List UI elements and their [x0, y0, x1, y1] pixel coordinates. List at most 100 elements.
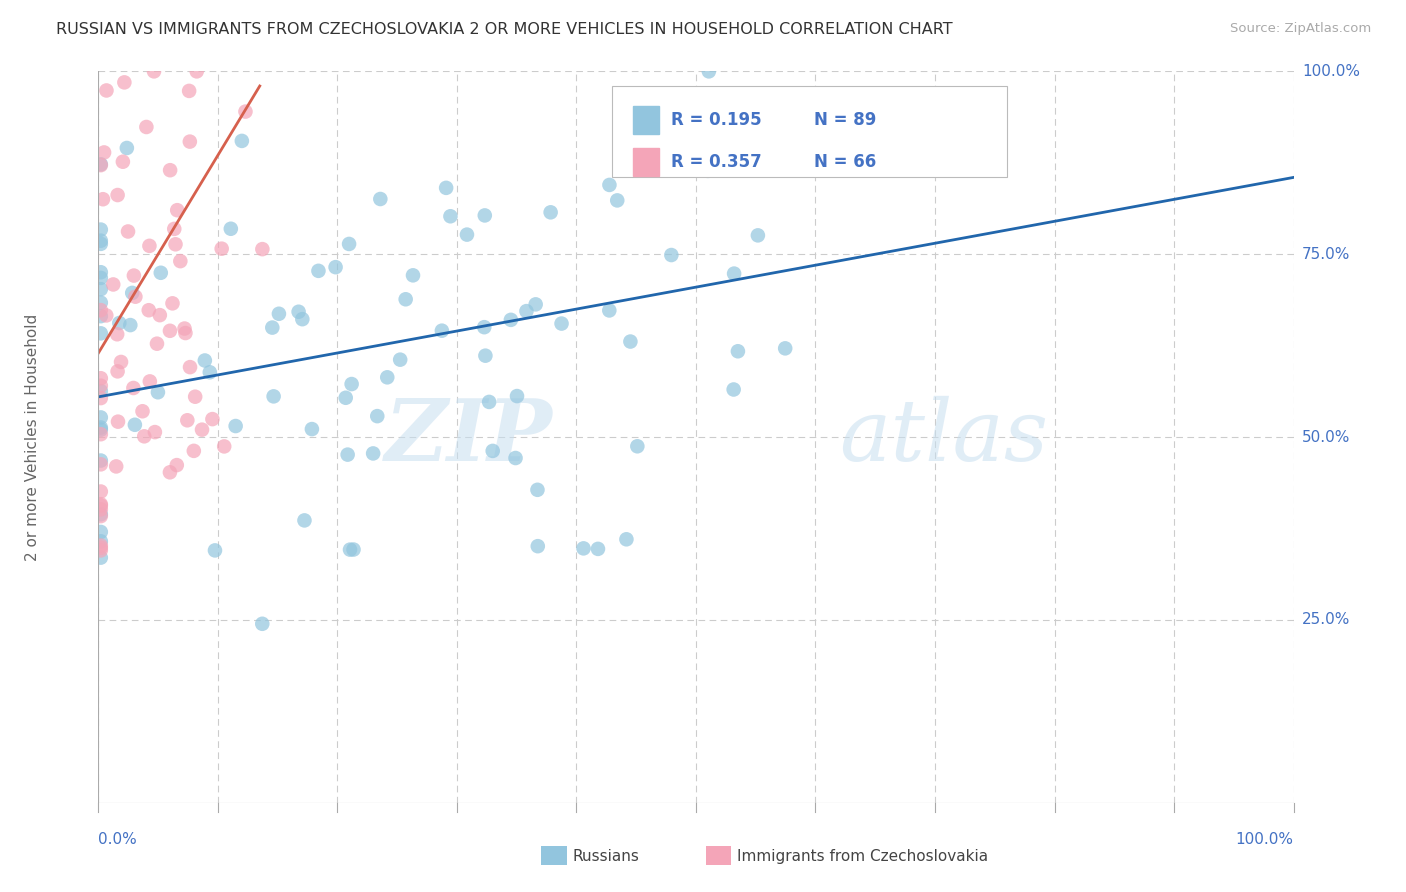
Point [252, 616, 274, 631]
Point [337, 236, 360, 251]
Point [389, 352, 412, 367]
Point [307, 264, 329, 278]
Point [103, 277, 125, 292]
Point [96, 83, 118, 97]
Point [211, 242, 233, 256]
Text: N = 89: N = 89 [814, 111, 877, 128]
Point [263, 389, 285, 403]
Point [179, 84, 201, 98]
Point [184, 390, 207, 404]
Point [165, 237, 187, 252]
Point [598, 178, 620, 192]
Point [696, 164, 718, 178]
Point [105, 327, 128, 342]
Point [90, 539, 112, 553]
Point [159, 465, 181, 479]
Point [138, 303, 160, 318]
Point [515, 304, 537, 318]
Point [723, 267, 745, 281]
Point [112, 75, 135, 89]
Bar [633, 106, 659, 134]
Text: R = 0.357: R = 0.357 [671, 153, 762, 171]
Point [506, 389, 529, 403]
Point [183, 443, 205, 458]
Point [526, 539, 548, 553]
Point [231, 134, 253, 148]
Point [201, 412, 224, 426]
Point [434, 181, 457, 195]
Text: 2 or more Vehicles in Household: 2 or more Vehicles in Household [25, 313, 41, 561]
Point [225, 419, 247, 434]
Point [90, 371, 112, 385]
Point [747, 228, 769, 243]
Text: RUSSIAN VS IMMIGRANTS FROM CZECHOSLOVAKIA 2 OR MORE VEHICLES IN HOUSEHOLD CORREL: RUSSIAN VS IMMIGRANTS FROM CZECHOSLOVAKI… [56, 22, 953, 37]
Point [122, 268, 145, 283]
Point [131, 404, 153, 418]
Point [90, 550, 112, 565]
Point [173, 321, 195, 335]
Point [159, 163, 181, 178]
Point [619, 334, 641, 349]
Point [135, 120, 157, 134]
Point [586, 541, 609, 556]
Point [204, 543, 226, 558]
Point [370, 192, 392, 206]
Point [174, 326, 197, 340]
Point [159, 324, 181, 338]
Point [402, 268, 425, 283]
Point [179, 135, 201, 149]
Text: Source: ZipAtlas.com: Source: ZipAtlas.com [1230, 22, 1371, 36]
Point [90, 271, 112, 285]
Point [143, 425, 166, 439]
Point [262, 320, 284, 334]
Text: 25.0%: 25.0% [1302, 613, 1350, 627]
Point [572, 541, 595, 556]
Point [96, 309, 118, 323]
Point [550, 317, 572, 331]
Point [540, 205, 562, 219]
Point [90, 384, 112, 398]
Point [606, 194, 628, 208]
Point [659, 248, 682, 262]
Point [90, 309, 112, 323]
Text: R = 0.195: R = 0.195 [671, 111, 762, 128]
Text: 50.0%: 50.0% [1302, 430, 1350, 444]
Point [340, 377, 363, 392]
Point [120, 318, 142, 332]
Point [267, 307, 290, 321]
Point [121, 285, 143, 300]
Point [90, 502, 112, 516]
Point [117, 225, 139, 239]
Point [395, 293, 418, 307]
Point [90, 222, 112, 236]
Point [107, 188, 129, 202]
Point [481, 444, 503, 458]
Text: 100.0%: 100.0% [1302, 64, 1360, 78]
Point [163, 222, 186, 236]
Point [361, 446, 384, 460]
Point [122, 381, 145, 395]
Point [90, 507, 112, 521]
Bar [633, 148, 659, 176]
Point [90, 499, 112, 513]
FancyBboxPatch shape [613, 86, 1007, 178]
Point [291, 312, 314, 326]
Point [166, 203, 188, 218]
Point [366, 409, 388, 424]
Point [90, 234, 112, 248]
Point [90, 524, 112, 539]
Point [191, 423, 214, 437]
Point [472, 320, 495, 334]
Point [723, 383, 745, 397]
Point [146, 385, 169, 400]
Point [90, 497, 112, 511]
Point [90, 453, 112, 467]
Point [505, 450, 527, 465]
Point [526, 483, 548, 497]
Point [90, 423, 112, 437]
Point [294, 513, 316, 527]
Point [90, 391, 112, 405]
Text: ZIP: ZIP [385, 395, 553, 479]
Text: atlas: atlas [839, 396, 1049, 478]
Point [194, 353, 217, 368]
